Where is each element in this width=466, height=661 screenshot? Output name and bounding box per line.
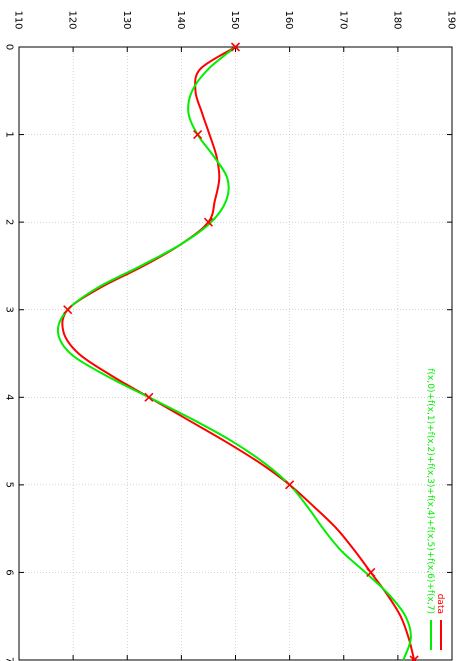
data-point-stroke [203, 217, 214, 227]
data-point-stroke [411, 655, 419, 661]
series-group [56, 42, 419, 661]
data-series-line [61, 46, 416, 661]
data-point-stroke [230, 42, 241, 52]
data-point-stroke [144, 392, 154, 402]
x-tick-label: 6 [4, 569, 15, 575]
x-tick-label: 4 [4, 394, 15, 400]
y-axis-ticks: 110 120 130 140 150 160 170 180 190 [13, 10, 457, 660]
y-tick-label: 180 [391, 10, 402, 29]
legend-label-data: data [435, 594, 445, 614]
x-tick-label: 3 [4, 307, 15, 313]
x-tick-label: 0 [4, 44, 15, 50]
y-tick-label: 150 [229, 10, 240, 29]
y-tick-label: 110 [13, 10, 24, 29]
data-point [366, 567, 376, 577]
data-point [409, 655, 419, 661]
data-point [230, 42, 241, 52]
data-point [285, 480, 295, 490]
y-tick-label: 120 [67, 10, 78, 29]
legend: dataf(x,0)+f(x,1)+f(x,2)+f(x,3)+f(x,4)+f… [425, 368, 445, 650]
data-point [144, 392, 154, 402]
x-tick-label: 7 [4, 657, 15, 661]
data-point-stroke [366, 567, 376, 577]
x-tick-label: 1 [4, 131, 15, 137]
grid [19, 47, 452, 660]
data-point-stroke [193, 130, 203, 140]
legend-label-fit: f(x,0)+f(x,1)+f(x,2)+f(x,3)+f(x,4)+f(x,5… [425, 368, 435, 614]
data-point [203, 217, 214, 227]
data-point-stroke [285, 480, 295, 490]
data-point [63, 305, 73, 315]
fit-series-line [56, 46, 412, 661]
y-tick-label: 170 [337, 10, 348, 29]
y-tick-label: 140 [175, 10, 186, 29]
data-point-stroke [63, 305, 73, 315]
y-tick-label: 130 [121, 10, 132, 29]
x-axis-ticks: 0 1 2 3 4 5 6 7 [4, 44, 452, 661]
data-point [193, 130, 203, 140]
y-tick-label: 160 [283, 10, 294, 29]
y-tick-label: 190 [446, 10, 457, 29]
x-tick-label: 2 [4, 219, 15, 225]
x-tick-label: 5 [4, 482, 15, 488]
